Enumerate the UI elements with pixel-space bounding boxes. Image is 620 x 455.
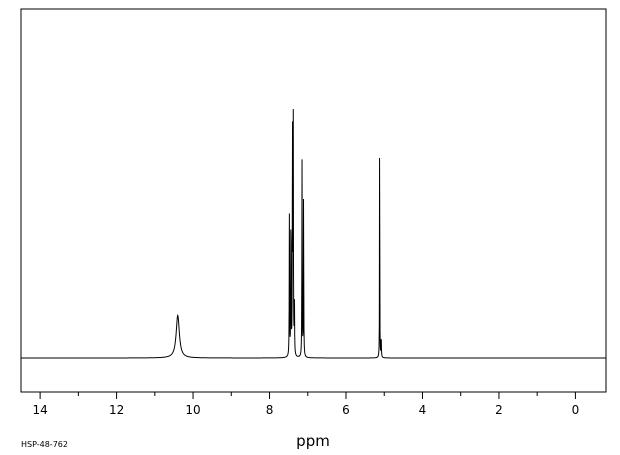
x-axis-ticks	[39, 392, 576, 399]
tick-label-6: 6	[342, 403, 350, 417]
x-axis-tick-labels: 14 12 10 8 6 4 2 0	[32, 403, 579, 417]
tick-label-12: 12	[109, 403, 124, 417]
x-axis-label: ppm	[296, 432, 330, 450]
spectrum-trace	[21, 109, 606, 359]
tick-label-2: 2	[495, 403, 503, 417]
sample-id-label: HSP-48-762	[21, 440, 68, 449]
tick-label-4: 4	[419, 403, 427, 417]
tick-label-0: 0	[572, 403, 580, 417]
tick-label-14: 14	[32, 403, 47, 417]
tick-label-8: 8	[266, 403, 274, 417]
plot-frame	[20, 8, 607, 393]
tick-label-10: 10	[185, 403, 200, 417]
